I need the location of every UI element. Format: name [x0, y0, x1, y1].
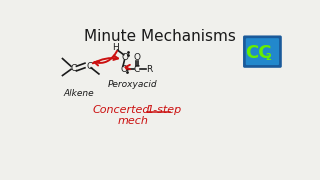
- Text: mech: mech: [117, 116, 148, 125]
- Text: 2: 2: [266, 53, 272, 62]
- FancyBboxPatch shape: [243, 35, 282, 68]
- Text: O: O: [122, 53, 129, 62]
- Text: C: C: [71, 64, 77, 73]
- Text: CC: CC: [245, 44, 272, 62]
- Text: C: C: [134, 65, 140, 74]
- Text: O: O: [133, 53, 140, 62]
- Text: Concerted: Concerted: [93, 105, 150, 115]
- Text: O: O: [120, 65, 127, 74]
- Text: Peroxyacid: Peroxyacid: [108, 80, 158, 89]
- Text: 1-step: 1-step: [147, 105, 182, 115]
- Text: H: H: [113, 43, 119, 52]
- FancyBboxPatch shape: [246, 38, 279, 65]
- Text: R: R: [146, 65, 152, 74]
- Text: Alkene: Alkene: [63, 89, 94, 98]
- Text: Minute Mechanisms: Minute Mechanisms: [84, 28, 236, 44]
- Text: C: C: [86, 62, 93, 71]
